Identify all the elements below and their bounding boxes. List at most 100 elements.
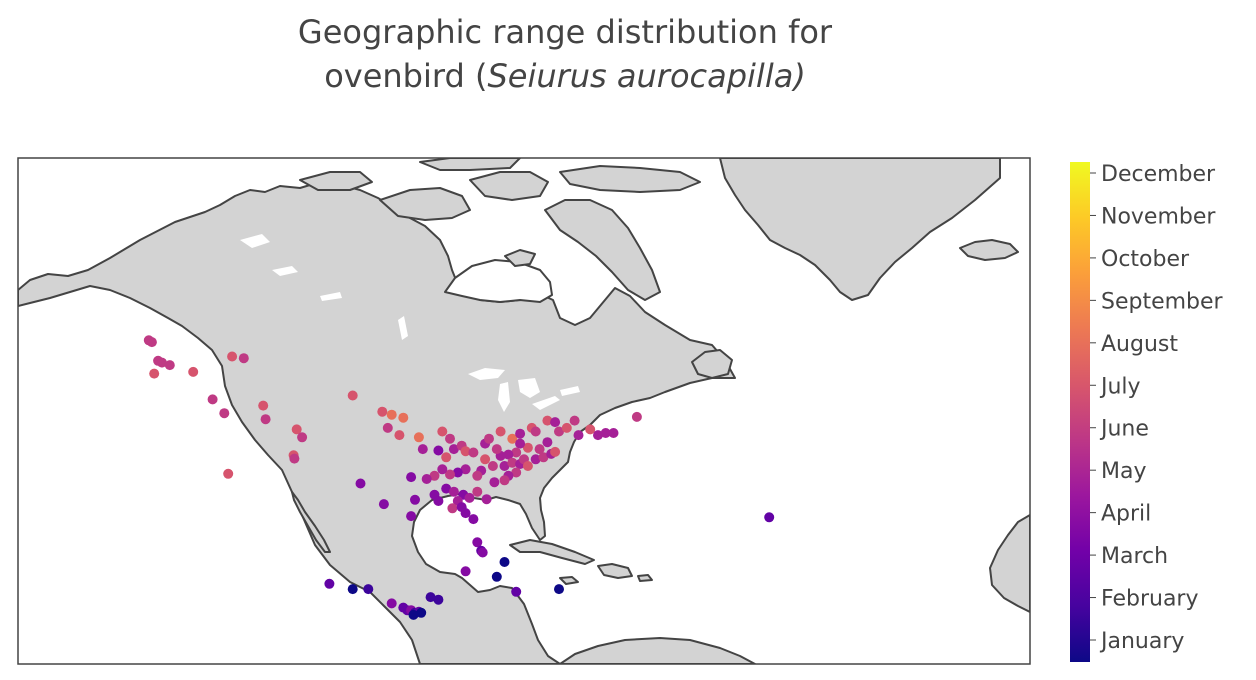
arctic-island-5 xyxy=(419,158,521,171)
observation-point xyxy=(417,444,428,455)
lake-huron xyxy=(518,378,540,398)
hispaniola xyxy=(597,563,633,579)
observation-point xyxy=(416,607,427,618)
observation-point xyxy=(386,409,397,420)
observation-point xyxy=(394,430,405,441)
map-area xyxy=(18,158,1030,664)
observation-point xyxy=(491,571,502,582)
observation-point xyxy=(538,452,549,463)
observation-point xyxy=(437,464,448,475)
observation-point xyxy=(429,470,440,481)
greenland xyxy=(719,158,1001,301)
observation-point xyxy=(534,444,545,455)
observation-point xyxy=(448,486,459,497)
arctic-island-2 xyxy=(469,171,549,201)
observation-point xyxy=(382,422,393,433)
observation-points xyxy=(143,335,775,620)
observation-point xyxy=(408,609,419,620)
observation-point xyxy=(487,461,498,471)
observation-point xyxy=(347,584,358,595)
observation-point xyxy=(468,514,479,525)
observation-point xyxy=(495,426,506,437)
observation-point xyxy=(425,592,436,603)
observation-point xyxy=(477,547,488,558)
colorbar-tick-label: February xyxy=(1101,587,1199,612)
observation-point xyxy=(608,428,619,438)
observation-point xyxy=(550,446,561,457)
colorbar-tick-label: July xyxy=(1099,374,1141,399)
lake-erie xyxy=(532,396,560,410)
colorbar-gradient xyxy=(1070,162,1090,662)
observation-point xyxy=(515,428,526,439)
observation-point xyxy=(554,426,564,437)
observation-point xyxy=(460,464,471,475)
observation-point xyxy=(468,447,479,458)
observation-point xyxy=(472,537,483,548)
observation-point xyxy=(764,512,775,523)
observation-point xyxy=(472,486,483,497)
observation-point xyxy=(593,430,603,441)
lake-ontario xyxy=(560,386,580,396)
observation-point xyxy=(511,586,522,597)
observation-point xyxy=(223,468,234,479)
observation-point xyxy=(491,444,502,455)
observation-point xyxy=(441,483,452,494)
observation-point xyxy=(499,461,510,471)
observation-point xyxy=(515,438,526,449)
observation-point xyxy=(542,437,553,448)
observation-point xyxy=(398,412,409,423)
colorbar-tick-label: March xyxy=(1101,544,1168,569)
observation-point xyxy=(448,444,459,455)
colorbar-tick-label: November xyxy=(1101,204,1216,229)
chart-title: Geographic range distribution for ovenbi… xyxy=(150,10,980,98)
observation-point xyxy=(164,360,175,371)
observation-point xyxy=(631,411,642,422)
baffin-island xyxy=(544,199,661,301)
observation-point xyxy=(460,446,471,457)
arctic-island-1 xyxy=(379,187,471,221)
observation-point xyxy=(386,598,397,609)
observation-point xyxy=(489,477,500,488)
observation-point xyxy=(377,406,388,417)
observation-point xyxy=(460,508,471,519)
colorbar-tick-label: April xyxy=(1101,502,1151,527)
newfoundland xyxy=(691,349,733,379)
africa-edge xyxy=(989,514,1030,613)
observation-point xyxy=(413,432,424,443)
lake-michigan xyxy=(498,382,510,412)
observation-point xyxy=(219,408,230,419)
observation-point xyxy=(433,594,444,605)
observation-point xyxy=(554,584,564,595)
lake-superior xyxy=(468,368,505,380)
colorbar-tick-label: October xyxy=(1101,247,1190,272)
observation-point xyxy=(363,584,374,595)
hudson-bay xyxy=(444,259,553,303)
arctic-island-4 xyxy=(299,171,373,191)
great-bear-lake xyxy=(240,234,270,248)
puerto-rico xyxy=(637,574,653,582)
observation-point xyxy=(480,454,491,465)
colorbar-tick-label: June xyxy=(1099,417,1149,442)
arctic-island-3 xyxy=(559,165,701,193)
colorbar-tick-label: May xyxy=(1101,459,1146,484)
observation-point xyxy=(188,366,199,377)
observation-point xyxy=(452,467,463,478)
colorbar-tick-label: August xyxy=(1101,332,1178,357)
observation-point xyxy=(289,453,300,464)
observation-point xyxy=(445,433,455,444)
inland-water xyxy=(240,234,580,412)
chart-title-line1: Geographic range distribution for xyxy=(297,13,833,51)
observation-point xyxy=(569,415,580,426)
observation-point xyxy=(561,422,572,433)
land-layer xyxy=(18,158,1030,664)
lake-athabasca xyxy=(320,292,342,301)
observation-point xyxy=(507,457,518,468)
colorbar-tick-label: December xyxy=(1101,162,1216,187)
observation-point xyxy=(297,432,308,443)
observation-point xyxy=(410,494,420,505)
cuba xyxy=(509,539,595,565)
chart-title-common-name: ovenbird ( xyxy=(324,57,488,95)
observation-point xyxy=(530,426,541,437)
observation-point xyxy=(324,578,335,589)
map-frame xyxy=(17,157,1031,665)
